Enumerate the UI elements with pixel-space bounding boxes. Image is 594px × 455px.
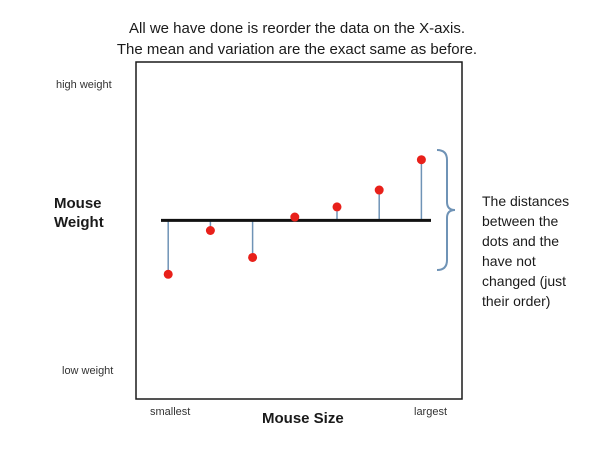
annotation-line: The distances — [482, 193, 570, 209]
residual-lines — [167, 159, 423, 275]
plot-frame — [135, 61, 463, 400]
title-line-2: The mean and variation are the exact sam… — [116, 41, 478, 58]
data-point-5 — [332, 202, 342, 212]
y-tick-high: high weight — [56, 79, 112, 91]
x-tick-largest: largest — [414, 406, 448, 418]
annotation-line: changed (just — [482, 273, 567, 289]
data-points — [163, 155, 426, 279]
data-point-4 — [290, 212, 300, 222]
curly-brace — [436, 149, 456, 271]
annotation-line: their order) — [482, 293, 551, 309]
annotation-line: dots and the — [482, 233, 560, 249]
annotation-line: between the — [482, 213, 559, 229]
annotation-text: The distances between the dots and the h… — [482, 191, 592, 311]
annotation-line: have not — [482, 253, 536, 269]
data-point-7 — [416, 155, 426, 165]
data-point-6 — [374, 185, 384, 195]
data-point-1 — [163, 269, 173, 279]
y-axis-title: Mouse Weight — [54, 195, 104, 231]
x-axis-title: Mouse Size — [262, 410, 344, 427]
title-line-1: All we have done is reorder the data on … — [128, 20, 466, 37]
y-tick-low: low weight — [62, 365, 114, 377]
x-tick-smallest: smallest — [150, 406, 191, 418]
data-point-3 — [248, 252, 258, 262]
data-point-2 — [205, 226, 215, 235]
